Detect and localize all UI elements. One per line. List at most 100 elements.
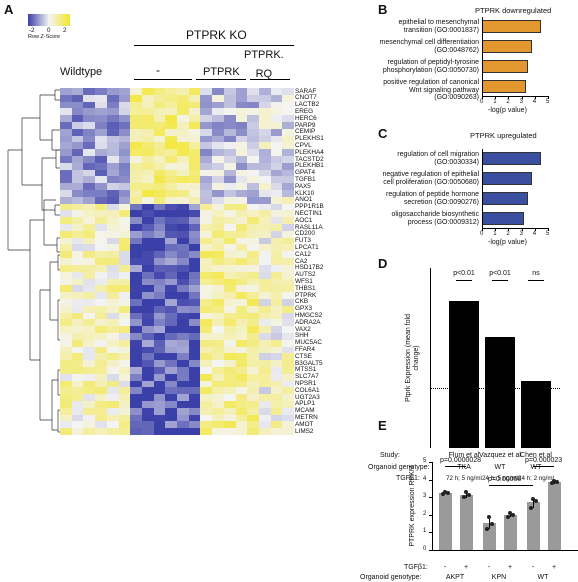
heatmap-cell	[83, 244, 96, 252]
heatmap-cell	[258, 339, 271, 347]
heatmap-cell	[223, 332, 236, 341]
heatmap-cell	[247, 373, 260, 381]
heatmap-cell	[130, 169, 143, 177]
heatmap-cell	[282, 339, 295, 347]
heatmap-cell	[200, 217, 213, 225]
heatmap-cell	[106, 169, 119, 177]
heatmap-cell	[282, 332, 295, 341]
heatmap-cell	[83, 203, 96, 211]
gene-label: CD200	[295, 230, 315, 238]
chart-e-bracket	[489, 484, 533, 486]
heatmap-cell	[95, 414, 108, 422]
heatmap-cell	[258, 312, 271, 320]
heatmap-cell	[165, 366, 178, 375]
color-key-label: Row Z-Score	[28, 34, 61, 40]
heatmap-cell	[83, 380, 96, 388]
heatmap-cell	[258, 251, 271, 259]
heatmap-cell	[258, 94, 271, 102]
chart-e-tgf-sign: +	[507, 564, 513, 571]
heatmap-cell	[118, 278, 131, 286]
chart-e-point	[487, 514, 491, 519]
heatmap-cell	[188, 94, 201, 102]
heatmap-cell	[200, 366, 213, 375]
heatmap-cell	[130, 237, 143, 245]
heatmap-cell	[177, 380, 189, 388]
heatmap-cell	[71, 373, 84, 381]
chart-e-y-tick-label: 3	[423, 493, 427, 500]
heatmap-cell	[223, 156, 236, 164]
heatmap-cell	[235, 115, 248, 123]
heatmap-cell	[95, 346, 108, 354]
chart-b-x-axis-label: -log(p value)	[488, 107, 527, 114]
heatmap-cell	[60, 224, 72, 232]
chart-b-title: PTPRK downregulated	[475, 6, 552, 15]
chart-d-y-axis	[430, 268, 431, 448]
heatmap-cell	[235, 373, 248, 381]
heatmap-cell	[60, 203, 72, 211]
gene-label: CTSE	[295, 352, 313, 360]
heatmap-cell	[270, 407, 283, 415]
heatmap-cell	[141, 115, 154, 123]
heatmap-cell	[60, 353, 72, 361]
heatmap-cell	[235, 169, 248, 177]
chart-e-comparison: p=0.00066	[488, 475, 522, 483]
heatmap-cell	[106, 332, 119, 341]
chart-d-significance-line	[456, 280, 472, 281]
heatmap-cell	[153, 366, 166, 375]
heatmap-cell	[200, 264, 213, 272]
heatmap-cell	[153, 237, 166, 245]
heatmap-cell	[212, 360, 225, 368]
heatmap-cell	[165, 271, 178, 279]
heatmap-cell	[212, 366, 225, 375]
heatmap-cell	[83, 366, 96, 375]
heatmap-cell	[282, 360, 295, 368]
heatmap-cell	[141, 224, 154, 232]
heatmap-cell	[282, 183, 295, 191]
heatmap-cell	[106, 366, 119, 375]
heatmap-cell	[106, 94, 119, 102]
heatmap-cell	[153, 394, 166, 402]
chart-d-significance: p<0.01	[489, 270, 511, 277]
heatmap-cell	[223, 271, 236, 279]
heatmap-cell	[71, 339, 84, 347]
heatmap-cell	[212, 400, 225, 409]
heatmap-cell	[258, 285, 271, 293]
heatmap-cell	[153, 339, 166, 347]
heatmap-cell	[130, 224, 143, 232]
heatmap-cell	[177, 94, 189, 102]
chart-e-point	[464, 489, 468, 494]
heatmap-cell	[258, 203, 271, 211]
heatmap-cell	[95, 217, 108, 225]
heatmap-cell	[200, 135, 213, 143]
heatmap-cell	[83, 149, 96, 157]
heatmap-cell	[177, 292, 189, 300]
heatmap-cell	[130, 128, 143, 136]
heatmap-cell	[106, 326, 119, 334]
heatmap-cell	[235, 298, 248, 306]
heatmap-cell	[270, 292, 283, 300]
heatmap-cell	[177, 196, 189, 204]
heatmap-cell	[118, 101, 131, 109]
heatmap-cell	[200, 142, 213, 150]
heatmap-cell	[130, 346, 143, 354]
heatmap-cell	[247, 414, 260, 422]
heatmap-cell	[60, 278, 72, 286]
gene-label: RASL11A	[295, 223, 323, 231]
heatmap-cell	[130, 271, 143, 279]
heatmap-cell	[188, 237, 201, 245]
heatmap-cell	[235, 156, 248, 164]
heatmap-cell	[83, 421, 96, 429]
heatmap-cell	[118, 264, 131, 272]
heatmap-cell	[83, 210, 96, 218]
heatmap-cell	[71, 428, 84, 436]
heatmap-cell	[141, 128, 154, 136]
heatmap-cell	[83, 162, 96, 170]
heatmap-cell	[177, 278, 189, 286]
heatmap-cell	[247, 360, 260, 368]
heatmap-cell	[258, 176, 271, 184]
heatmap-cell	[60, 115, 72, 123]
heatmap-cell	[130, 135, 143, 143]
heatmap-cell	[83, 319, 96, 327]
heatmap-cell	[165, 183, 178, 191]
heatmap-cell	[270, 366, 283, 375]
